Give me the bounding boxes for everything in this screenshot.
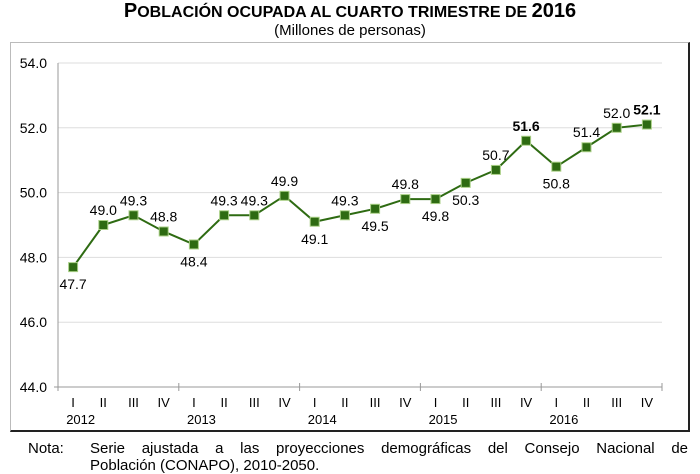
x-quarter-label: IV (158, 395, 171, 410)
data-point (460, 177, 471, 188)
data-label: 48.4 (180, 253, 207, 269)
x-quarter-label: IV (278, 395, 291, 410)
x-quarter-label: II (341, 395, 348, 410)
data-label: 49.3 (120, 192, 147, 208)
data-point (339, 210, 350, 221)
data-label: 49.1 (301, 231, 328, 247)
data-point (370, 203, 381, 214)
data-label: 52.0 (603, 105, 630, 121)
data-label: 52.1 (633, 102, 660, 118)
y-tick-label: 46.0 (20, 314, 47, 330)
data-label: 48.8 (150, 208, 177, 224)
note-text-line2: Población (CONAPO), 2010-2050. (90, 457, 320, 474)
data-point (490, 164, 501, 175)
data-label: 49.3 (241, 192, 268, 208)
data-label: 50.3 (452, 192, 479, 208)
y-tick-label: 48.0 (20, 249, 47, 265)
note-label: Nota: (28, 440, 64, 457)
x-year-label: 2012 (66, 412, 95, 427)
data-point (611, 122, 622, 133)
y-tick-label: 54.0 (20, 55, 47, 71)
data-point (430, 194, 441, 205)
x-year-label: 2015 (429, 412, 458, 427)
data-point (128, 210, 139, 221)
data-label: 49.8 (392, 176, 419, 192)
data-point (98, 220, 109, 230)
x-quarter-label: I (554, 395, 558, 410)
x-quarter-label: II (220, 395, 227, 410)
data-label: 47.7 (59, 276, 86, 292)
x-quarter-label: III (490, 395, 501, 410)
data-label: 49.3 (210, 192, 237, 208)
data-label: 51.4 (573, 124, 600, 140)
data-label: 51.6 (512, 118, 539, 134)
chart-title-year: 2016 (531, 0, 577, 22)
note-text-line1: Serie ajustada a las proyecciones demogr… (90, 440, 688, 457)
chart-title: POBLACIÓN OCUPADA AL CUARTO TRIMESTRE DE… (0, 0, 700, 23)
data-point (581, 142, 592, 153)
x-quarter-label: IV (641, 395, 654, 410)
y-tick-label: 50.0 (20, 185, 47, 201)
data-label: 49.9 (271, 173, 298, 189)
x-year-label: 2013 (187, 412, 216, 427)
x-year-label: 2014 (308, 412, 337, 427)
y-tick-label: 52.0 (20, 120, 47, 136)
chart-frame (10, 42, 690, 432)
data-point (551, 161, 562, 172)
data-point (219, 210, 230, 221)
x-quarter-label: III (249, 395, 260, 410)
data-label: 50.7 (482, 147, 509, 163)
x-quarter-label: II (462, 395, 469, 410)
x-quarter-label: IV (399, 395, 412, 410)
data-label: 49.5 (361, 218, 388, 234)
chart-subtitle: (Millones de personas) (274, 22, 426, 39)
x-quarter-label: III (611, 395, 622, 410)
x-quarter-label: I (71, 395, 75, 410)
data-point (309, 216, 320, 227)
x-quarter-label: I (192, 395, 196, 410)
y-tick-label: 44.0 (20, 379, 47, 395)
data-point (279, 190, 290, 201)
data-label: 49.8 (422, 208, 449, 224)
chart-title-text: OBLACIÓN OCUPADA AL CUARTO TRIMESTRE DE (137, 4, 532, 21)
series-line (72, 123, 648, 268)
x-quarter-label: IV (520, 395, 533, 410)
data-point (400, 194, 411, 205)
x-quarter-label: III (370, 395, 381, 410)
data-point (68, 262, 79, 273)
data-point (641, 119, 652, 130)
data-point (158, 226, 169, 237)
data-point (521, 135, 532, 146)
x-quarter-label: III (128, 395, 139, 410)
chart-title-initial: P (123, 0, 138, 22)
data-point (188, 239, 199, 250)
x-quarter-label: I (313, 395, 317, 410)
data-point (249, 210, 260, 221)
x-quarter-label: II (583, 395, 590, 410)
x-quarter-label: I (434, 395, 438, 410)
data-label: 49.3 (331, 192, 358, 208)
x-quarter-label: II (100, 395, 107, 410)
x-year-label: 2016 (549, 412, 578, 427)
data-label: 50.8 (543, 176, 570, 192)
data-label: 49.0 (90, 202, 117, 218)
